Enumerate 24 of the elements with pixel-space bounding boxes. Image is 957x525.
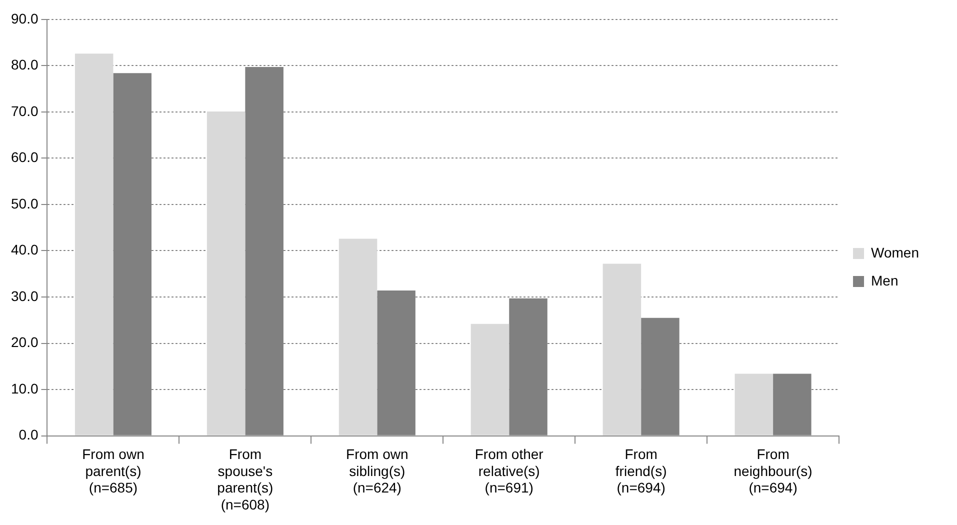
legend-label: Women: [871, 244, 920, 260]
y-tick-label: 10.0: [11, 380, 38, 396]
y-tick-label: 40.0: [11, 242, 38, 258]
bar: [74, 54, 114, 436]
y-tick-label: 0.0: [18, 426, 38, 443]
x-tick-label: From own sibling(s) (n=624): [346, 446, 408, 496]
x-tick-label: From friend(s) (n=694): [615, 446, 667, 496]
x-tick-label: From own parent(s) (n=685): [82, 446, 144, 496]
y-tick-label: 30.0: [11, 288, 38, 304]
x-tick-label: From spouse's parent(s) (n=608): [217, 446, 274, 512]
x-tick-label: From other relative(s) (n=691): [474, 446, 544, 496]
legend-label: Men: [871, 272, 898, 288]
y-tick-label: 80.0: [11, 56, 38, 73]
y-tick-label: 60.0: [11, 149, 38, 166]
y-tick-label: 50.0: [11, 195, 38, 212]
bar: [338, 238, 378, 436]
y-tick-label: 20.0: [11, 334, 38, 350]
x-tick-label: From neighbour(s) (n=694): [734, 446, 812, 496]
bar: [470, 324, 510, 436]
bar: [602, 264, 642, 436]
bar: [206, 111, 246, 436]
y-tick-label: 90.0: [11, 10, 38, 26]
bar: [734, 374, 774, 436]
y-tick-label: 70.0: [11, 102, 38, 119]
